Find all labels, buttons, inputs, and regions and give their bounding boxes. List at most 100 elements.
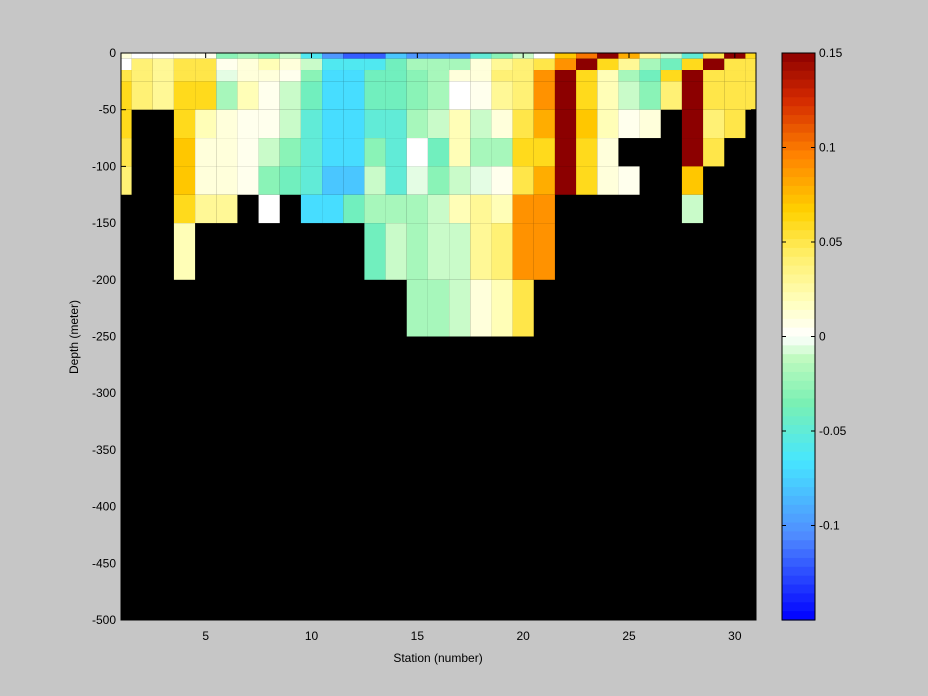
colorbar-swatch bbox=[782, 575, 815, 586]
heatmap-cell bbox=[300, 109, 323, 139]
heatmap-cell bbox=[597, 58, 619, 71]
heatmap-cell bbox=[195, 58, 217, 71]
heatmap-cell bbox=[121, 58, 132, 71]
heatmap-cell bbox=[618, 70, 640, 82]
colorbar-swatch bbox=[782, 61, 815, 72]
colorbar-swatch bbox=[782, 247, 815, 258]
colorbar-swatch bbox=[782, 318, 815, 329]
y-tick-label: -100 bbox=[92, 159, 116, 173]
heatmap-cell bbox=[322, 138, 344, 167]
heatmap-cell bbox=[618, 58, 640, 71]
colorbar-swatch bbox=[782, 557, 815, 568]
heatmap-cell bbox=[745, 53, 756, 59]
heatmap-cell bbox=[237, 81, 259, 110]
heatmap-cell bbox=[279, 138, 301, 167]
heatmap-cell bbox=[406, 81, 428, 110]
heatmap-cell bbox=[343, 81, 365, 110]
heatmap-cell bbox=[576, 53, 598, 59]
heatmap-cell bbox=[660, 58, 682, 71]
heatmap-cell bbox=[660, 53, 682, 59]
y-tick-label: -200 bbox=[92, 273, 116, 287]
heatmap-cell bbox=[491, 58, 513, 71]
colorbar-swatch bbox=[782, 380, 815, 391]
x-tick-label: 20 bbox=[516, 629, 530, 643]
heatmap-cell bbox=[470, 279, 492, 337]
heatmap-cell bbox=[406, 70, 428, 82]
colorbar-swatch bbox=[782, 274, 815, 284]
heatmap-cell bbox=[427, 53, 450, 59]
heatmap-cell bbox=[258, 70, 280, 82]
colorbar-swatch bbox=[782, 593, 815, 603]
heatmap-cell bbox=[364, 138, 386, 167]
heatmap-cell bbox=[121, 81, 132, 110]
heatmap-cell bbox=[618, 109, 640, 139]
colorbar-swatch bbox=[782, 203, 815, 214]
heatmap-cell bbox=[554, 58, 577, 71]
heatmap-cell bbox=[427, 138, 450, 167]
heatmap-cell bbox=[491, 279, 513, 337]
heatmap-cell bbox=[745, 81, 756, 110]
heatmap-cell bbox=[406, 138, 428, 167]
colorbar-swatch bbox=[782, 292, 815, 302]
x-tick-label: 10 bbox=[305, 629, 319, 643]
heatmap-cell bbox=[681, 53, 704, 59]
colorbar-swatch bbox=[782, 283, 815, 293]
colorbar-swatch bbox=[782, 221, 815, 231]
heatmap-cell bbox=[491, 109, 513, 139]
heatmap-cell bbox=[173, 81, 196, 110]
heatmap-cell bbox=[449, 70, 471, 82]
heatmap-cell bbox=[597, 166, 619, 195]
heatmap-cell bbox=[449, 194, 471, 224]
colorbar-tick-label: 0.15 bbox=[819, 46, 843, 60]
heatmap-cell bbox=[343, 138, 365, 167]
heatmap-cell bbox=[470, 58, 492, 71]
colorbar-tick-label: 0.1 bbox=[819, 141, 836, 155]
heatmap-cell bbox=[300, 194, 323, 224]
heatmap-cell bbox=[512, 223, 534, 280]
x-tick-label: 30 bbox=[728, 629, 742, 643]
colorbar-swatch bbox=[782, 602, 815, 612]
heatmap-cell bbox=[427, 109, 450, 139]
colorbar bbox=[782, 53, 815, 621]
heatmap-cell bbox=[427, 81, 450, 110]
colorbar-axis: 0.15 0.1 0.05 0 -0.05 -0.1 bbox=[782, 46, 847, 533]
heatmap-cell bbox=[449, 53, 471, 59]
y-tick-label: -50 bbox=[99, 103, 117, 117]
heatmap-cell bbox=[724, 109, 746, 139]
colorbar-swatch bbox=[782, 425, 815, 435]
heatmap-cell bbox=[512, 58, 534, 71]
heatmap-cell bbox=[300, 166, 323, 195]
heatmap-cell bbox=[427, 279, 450, 337]
heatmap-cell bbox=[533, 138, 555, 167]
heatmap-cell bbox=[554, 70, 577, 82]
heatmap-cell bbox=[533, 194, 555, 224]
heatmap-cell bbox=[131, 70, 153, 82]
colorbar-swatch bbox=[782, 513, 815, 524]
heatmap-cell bbox=[406, 109, 428, 139]
colorbar-swatch bbox=[782, 301, 815, 311]
heatmap-cell bbox=[385, 109, 407, 139]
heatmap-cell bbox=[121, 138, 132, 167]
heatmap-cell bbox=[491, 166, 513, 195]
heatmap-cell bbox=[660, 81, 682, 110]
colorbar-swatch bbox=[782, 70, 815, 81]
heatmap-cell bbox=[576, 109, 598, 139]
heatmap-cell bbox=[343, 58, 365, 71]
heatmap-cell bbox=[343, 70, 365, 82]
heatmap-cell bbox=[491, 138, 513, 167]
heatmap-cell bbox=[639, 81, 661, 110]
heatmap-cell bbox=[512, 81, 534, 110]
heatmap-cell bbox=[322, 70, 344, 82]
heatmap-cell bbox=[279, 109, 301, 139]
heatmap-cell bbox=[597, 81, 619, 110]
heatmap-cell bbox=[427, 194, 450, 224]
heatmap-cell bbox=[554, 81, 577, 110]
colorbar-swatch bbox=[782, 256, 815, 267]
colorbar-swatch bbox=[782, 309, 815, 320]
heatmap-cell bbox=[364, 53, 386, 59]
heatmap-cell bbox=[322, 81, 344, 110]
colorbar-swatch bbox=[782, 230, 815, 240]
heatmap-cell bbox=[216, 81, 238, 110]
colorbar-swatch bbox=[782, 416, 815, 426]
